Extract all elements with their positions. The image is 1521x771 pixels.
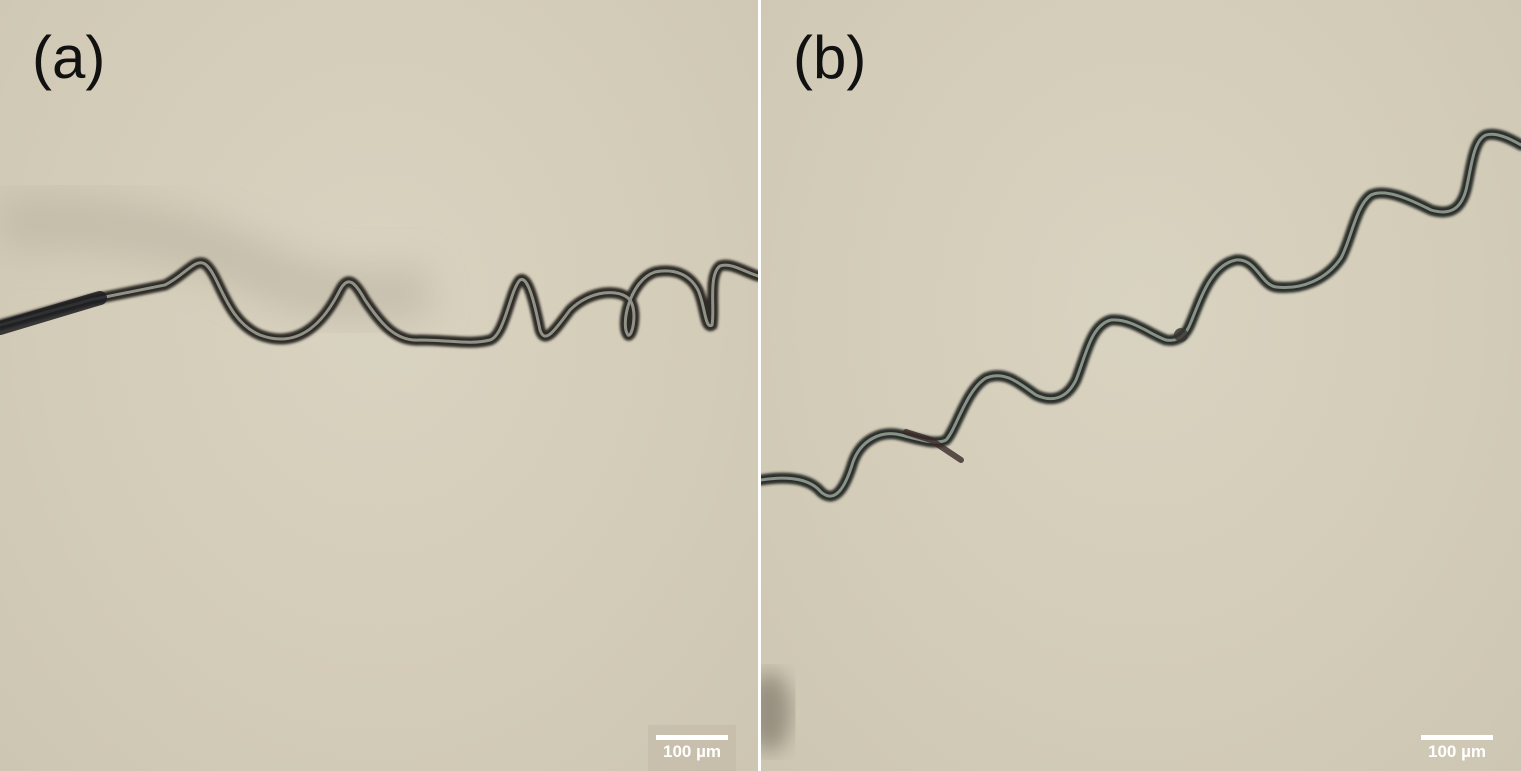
scale-bar-label: 100 µm — [663, 742, 721, 761]
panel-label: (b) — [793, 24, 867, 91]
panel-label: (a) — [32, 24, 106, 91]
scale-bar-line — [1421, 735, 1493, 740]
helical-fiber-b-image — [761, 128, 1521, 752]
scale-bar-line — [656, 735, 728, 740]
scale-bar: 100 µm — [1413, 725, 1501, 765]
micrograph-panel-a: (a) 100 µm — [0, 0, 758, 771]
micrograph-panel-b: (b) 100 µm — [761, 0, 1521, 771]
scale-bar: 100 µm — [648, 725, 736, 771]
scale-bar-label: 100 µm — [1428, 742, 1486, 761]
helical-fiber-a-image — [0, 194, 758, 348]
